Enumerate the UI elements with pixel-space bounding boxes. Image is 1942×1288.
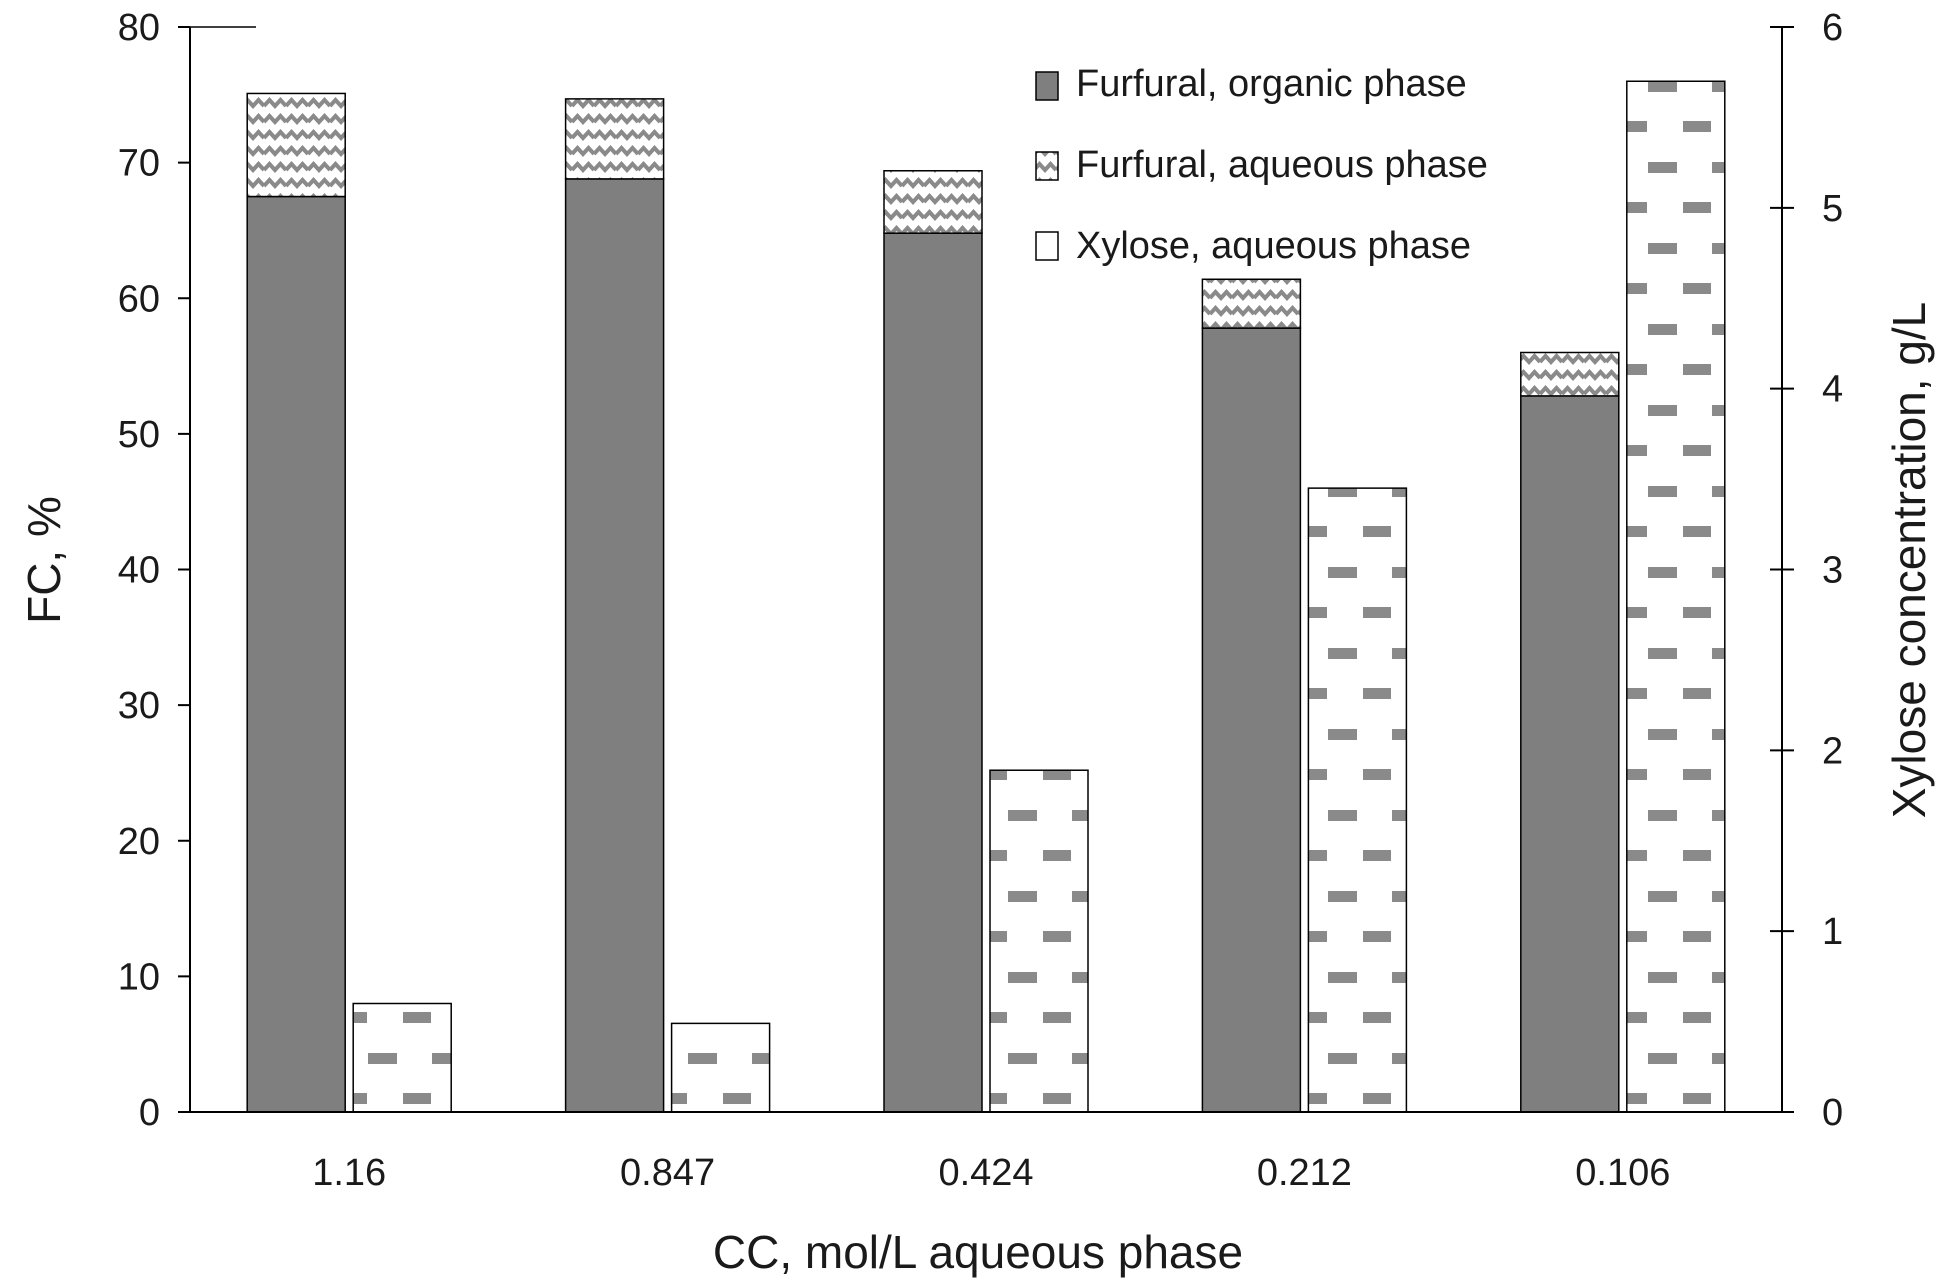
y2-tick-label: 5: [1822, 188, 1843, 230]
x-tick-label: 0.212: [1257, 1152, 1352, 1194]
y-tick-label: 50: [118, 414, 160, 456]
y-axis-title: FC, %: [18, 496, 70, 624]
bar-furfural-aqueous: [883, 170, 983, 234]
bar-xylose-aqueous: [989, 769, 1089, 1113]
bar-furfural-aqueous: [564, 98, 665, 180]
x-tick-label: 1.16: [312, 1152, 386, 1194]
bar-xylose-aqueous: [1307, 487, 1408, 1113]
x-tick-label: 0.106: [1575, 1152, 1670, 1194]
bar-furfural-organic: [1201, 327, 1302, 1113]
y-tick-label: 40: [118, 550, 160, 592]
legend-label-furfural-aqueous: Furfural, aqueous phase: [1076, 144, 1488, 186]
y-tick-label: 80: [118, 7, 160, 49]
bar-xylose-aqueous: [352, 1002, 452, 1113]
y-tick-label: 70: [118, 143, 160, 185]
bar-xylose-aqueous: [1626, 80, 1726, 1113]
x-axis-title: CC, mol/L aqueous phase: [713, 1226, 1243, 1278]
bar-furfural-organic: [1520, 395, 1620, 1113]
y-tick-label: 0: [139, 1092, 160, 1134]
y2-tick-label: 1: [1822, 911, 1843, 953]
x-tick-label: 0.847: [620, 1152, 715, 1194]
legend-label-furfural-organic: Furfural, organic phase: [1076, 63, 1467, 105]
y2-tick-label: 4: [1822, 369, 1843, 411]
bar-furfural-aqueous: [246, 92, 346, 198]
y2-tick-label: 3: [1822, 550, 1843, 592]
x-tick-label: 0.424: [938, 1152, 1033, 1194]
bar-furfural-organic: [564, 178, 665, 1113]
legend-swatch-furfural-aqueous: [1035, 151, 1059, 181]
y2-axis-title: Xylose concentration, g/L: [1883, 302, 1935, 819]
y2-tick-label: 0: [1822, 1092, 1843, 1134]
y-tick-label: 20: [118, 821, 160, 863]
axes-layer: 1.16 0.847 0.424 0.212 0.1060102030405060708…: [118, 7, 1843, 1194]
y2-tick-label: 6: [1822, 7, 1843, 49]
y2-tick-label: 2: [1822, 730, 1843, 772]
y-tick-label: 60: [118, 278, 160, 320]
y-tick-label: 30: [118, 685, 160, 727]
bar-xylose-aqueous: [670, 1022, 771, 1113]
legend-swatch-xylose-aqueous: [1035, 231, 1059, 261]
bar-furfural-aqueous: [1201, 278, 1302, 329]
bars-layer: [246, 80, 1726, 1113]
bar-furfural-organic: [246, 195, 346, 1113]
y-tick-label: 10: [118, 956, 160, 998]
legend-swatch-furfural-organic: [1035, 71, 1059, 101]
bar-furfural-aqueous: [1520, 351, 1620, 397]
legend-label-xylose-aqueous: Xylose, aqueous phase: [1076, 225, 1471, 267]
bar-furfural-organic: [883, 232, 983, 1113]
legend: Furfural, organic phase Furfural, aqueou…: [1035, 63, 1488, 267]
